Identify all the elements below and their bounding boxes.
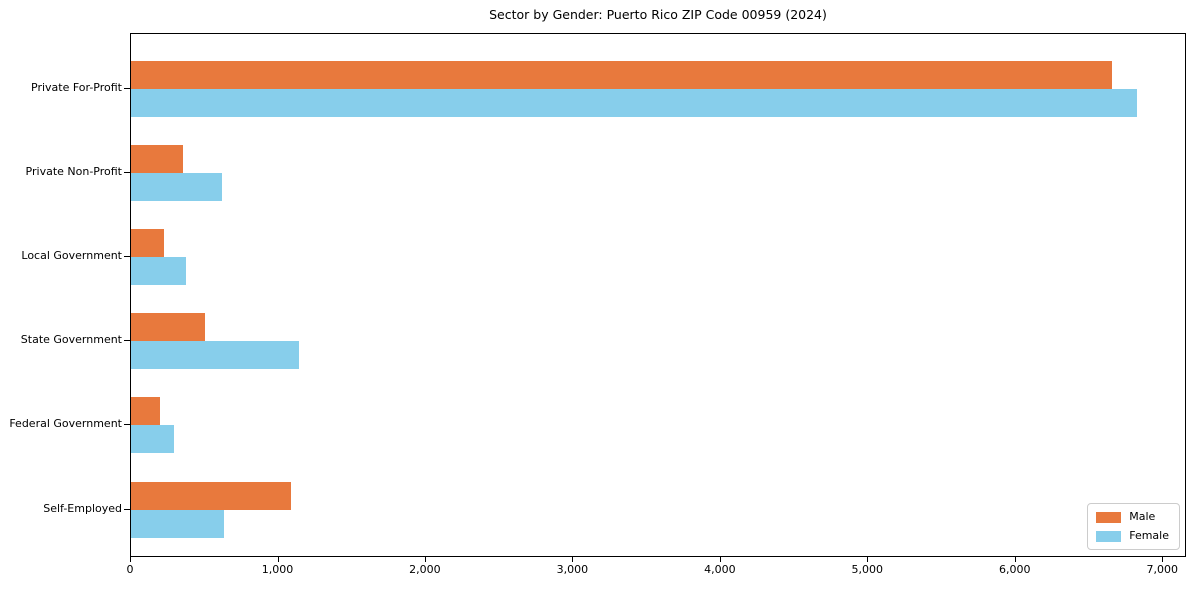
male-series-swatch <box>1096 511 1122 523</box>
female-series-swatch <box>1096 530 1122 542</box>
y-tick-mark <box>124 340 130 342</box>
y-tick-mark <box>124 87 130 89</box>
x-tick-label: 1,000 <box>261 563 294 576</box>
x-tick-label: 4,000 <box>704 563 736 576</box>
x-tick-mark <box>867 557 869 562</box>
x-tick-label: 7,000 <box>1146 563 1179 576</box>
x-tick-mark <box>277 557 279 562</box>
legend-item-female: Female <box>1096 530 1169 542</box>
y-tick-label: Private Non-Profit <box>25 164 122 178</box>
bar-female-1 <box>131 172 223 201</box>
x-tick-mark <box>130 557 131 562</box>
x-tick-mark <box>719 557 721 562</box>
legend-label-male: Male <box>1129 510 1156 523</box>
x-tick-label: 2,000 <box>409 563 441 576</box>
bar-male-4 <box>131 397 160 426</box>
y-tick-label: Self-Employed <box>43 501 122 515</box>
plot-area: Male Female <box>130 33 1186 557</box>
y-tick-label: Federal Government <box>9 417 122 431</box>
y-tick-label: State Government <box>20 333 122 347</box>
x-tick-label: 3,000 <box>556 563 589 576</box>
x-tick-label: 6,000 <box>999 563 1031 576</box>
x-tick-label: 0 <box>126 563 134 576</box>
x-tick-label: 5,000 <box>851 563 884 576</box>
bar-male-0 <box>131 60 1112 89</box>
legend-item-male: Male <box>1096 511 1169 523</box>
bar-female-3 <box>131 341 300 370</box>
bar-female-0 <box>131 88 1137 117</box>
y-tick-mark <box>124 255 130 257</box>
y-tick-label: Private For-Profit <box>31 80 122 94</box>
bar-male-3 <box>131 313 205 342</box>
bar-female-5 <box>131 509 224 538</box>
x-tick-mark <box>1014 557 1016 562</box>
bar-male-2 <box>131 228 165 257</box>
legend: Male Female <box>1087 503 1180 550</box>
y-tick-mark <box>124 171 130 173</box>
chart-title: Sector by Gender: Puerto Rico ZIP Code 0… <box>489 7 827 22</box>
y-tick-label: Local Government <box>21 248 122 262</box>
bar-male-1 <box>131 144 183 173</box>
legend-label-female: Female <box>1129 529 1169 542</box>
x-tick-mark <box>1162 557 1164 562</box>
y-tick-mark <box>124 424 130 426</box>
bar-male-5 <box>131 481 291 510</box>
x-tick-mark <box>572 557 574 562</box>
bar-female-4 <box>131 425 174 454</box>
bar-female-2 <box>131 256 186 285</box>
y-tick-mark <box>124 508 130 510</box>
x-tick-mark <box>424 557 426 562</box>
